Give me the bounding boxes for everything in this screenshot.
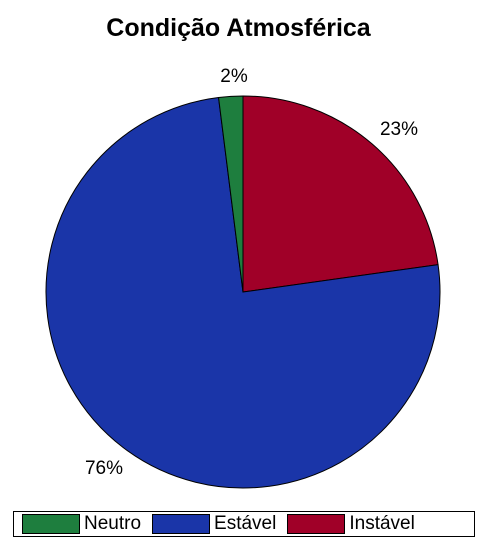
legend-item-instavel: Instável [287, 513, 415, 535]
pie-slice-estavel [45, 96, 441, 489]
slice-value-label: 76% [85, 458, 123, 479]
legend-item-estavel: Estável [152, 513, 276, 535]
legend-label: Instável [349, 513, 415, 534]
legend-label: Estável [214, 513, 277, 534]
pie-chart: 23% 76% 2% [45, 66, 441, 489]
legend-swatch-instavel [287, 514, 346, 534]
slice-value-label: 23% [380, 119, 418, 140]
pie-slice-instavel [242, 95, 439, 293]
legend-label: Neutro [84, 513, 142, 534]
legend-swatch-neutro [22, 514, 80, 534]
pie-slice-neutro [217, 95, 244, 293]
legend-item-neutro: Neutro [22, 513, 141, 535]
chart-title: Condição Atmosférica [106, 14, 371, 42]
legend-swatch-estavel [152, 514, 211, 534]
slice-value-label: 2% [220, 66, 248, 87]
legend: Neutro Estável Instável [13, 511, 475, 537]
